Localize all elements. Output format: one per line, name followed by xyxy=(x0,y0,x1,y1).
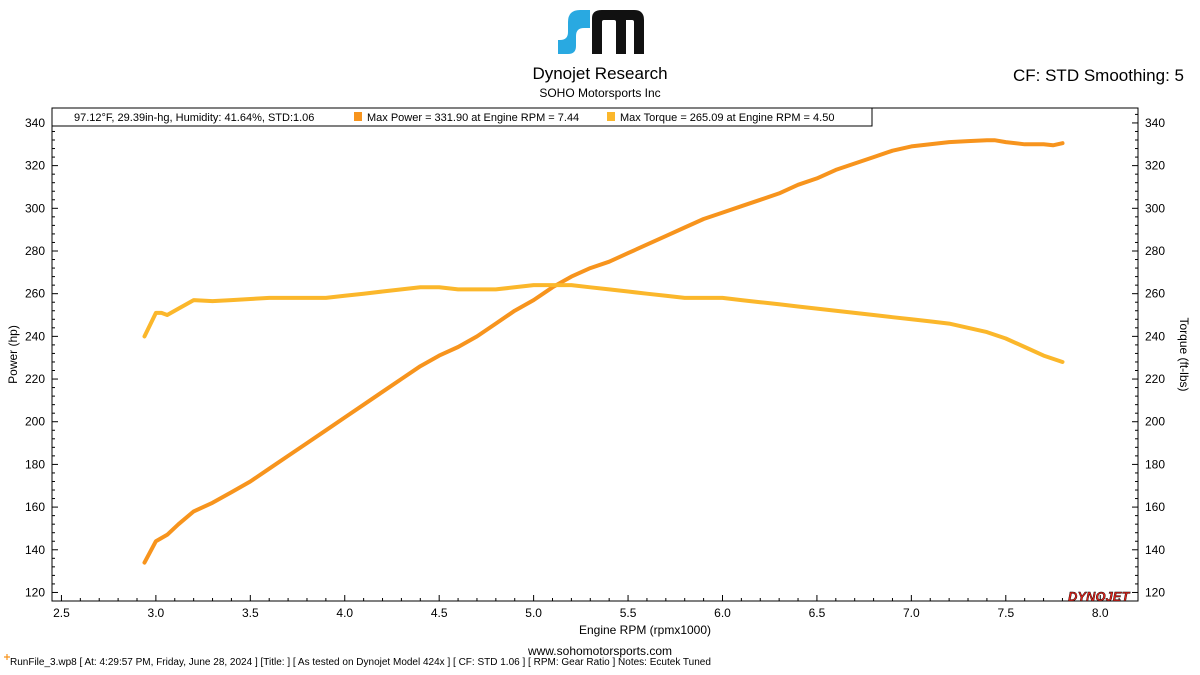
x-tick-label: 2.5 xyxy=(53,606,70,620)
dynojet-brand-text: DYNOJET xyxy=(1068,589,1130,604)
y-left-tick-label: 120 xyxy=(25,585,45,599)
y-left-tick-label: 220 xyxy=(25,372,45,386)
y-right-tick-label: 220 xyxy=(1145,372,1165,386)
company-subtitle: SOHO Motorsports Inc xyxy=(539,86,661,100)
y-left-tick-label: 260 xyxy=(25,287,45,301)
y-right-tick-label: 340 xyxy=(1145,116,1165,130)
legend-power: Max Power = 331.90 at Engine RPM = 7.44 xyxy=(367,112,579,124)
series-line-torque xyxy=(142,283,1065,364)
x-tick-label: 5.5 xyxy=(620,606,637,620)
company-title: Dynojet Research xyxy=(532,64,668,83)
y-right-tick-label: 200 xyxy=(1145,415,1165,429)
y-left-tick-label: 140 xyxy=(25,543,45,557)
run-info-footer: RunFile_3.wp8 [ At: 4:29:57 PM, Friday, … xyxy=(10,657,711,668)
plot-frame xyxy=(51,107,1139,602)
legend-conditions: 97.12°F, 29.39in-hg, Humidity: 41.64%, S… xyxy=(74,112,314,124)
y-left-tick-label: 240 xyxy=(25,329,45,343)
soho-motorsports-logo xyxy=(558,10,644,54)
y-right-tick-label: 160 xyxy=(1145,500,1165,514)
y-right-tick-label: 280 xyxy=(1145,244,1165,258)
legend-box: 97.12°F, 29.39in-hg, Humidity: 41.64%, S… xyxy=(51,107,873,127)
x-tick-label: 4.5 xyxy=(431,606,448,620)
legend-torque-swatch xyxy=(607,112,615,121)
y-right-tick-label: 260 xyxy=(1145,287,1165,301)
x-tick-label: 7.0 xyxy=(903,606,920,620)
correction-factor-label: CF: STD Smoothing: 5 xyxy=(1012,66,1184,85)
logo-m-shape xyxy=(592,10,644,54)
y-right-tick-label: 180 xyxy=(1145,457,1165,471)
axes-layer: 2.5 3.0 3.5 4.0 4.5 5.0 5.5 6.0 6.5 7.0 7.5 8.0 120 1… xyxy=(6,107,1191,637)
x-tick-label: 7.5 xyxy=(997,606,1014,620)
x-tick-label: 3.5 xyxy=(242,606,259,620)
y-left-tick-label: 300 xyxy=(25,201,45,215)
y-axis-title-torque: Torque (ft-lbs) xyxy=(1177,317,1191,391)
x-tick-label: 6.0 xyxy=(714,606,731,620)
dynojet-brand-mark: DYNOJET xyxy=(1068,589,1131,604)
logo-s-shape xyxy=(558,10,590,54)
y-left-tick-label: 280 xyxy=(25,244,45,258)
x-tick-label: 6.5 xyxy=(809,606,826,620)
x-tick-label: 5.0 xyxy=(525,606,542,620)
legend-power-swatch xyxy=(354,112,362,121)
y-left-tick-label: 180 xyxy=(25,457,45,471)
legend-frame xyxy=(51,107,873,127)
legend-torque: Max Torque = 265.09 at Engine RPM = 4.50 xyxy=(620,112,834,124)
x-axis-title: Engine RPM (rpmx1000) xyxy=(579,623,711,637)
y-left-tick-label: 320 xyxy=(25,159,45,173)
x-tick-label: 4.0 xyxy=(336,606,353,620)
y-left-tick-label: 160 xyxy=(25,500,45,514)
y-axis-title-power: Power (hp) xyxy=(6,325,20,384)
website-url: www.sohomotorsports.com xyxy=(527,644,673,658)
x-tick-label: 8.0 xyxy=(1092,606,1109,620)
y-right-tick-label: 300 xyxy=(1145,201,1165,215)
y-right-tick-label: 320 xyxy=(1145,159,1165,173)
series-layer xyxy=(142,138,1065,565)
footer-marker-icon xyxy=(4,654,10,660)
y-right-tick-label: 120 xyxy=(1145,585,1165,599)
x-tick-label: 3.0 xyxy=(148,606,165,620)
y-left-tick-label: 200 xyxy=(25,415,45,429)
y-right-tick-label: 240 xyxy=(1145,329,1165,343)
y-right-tick-label: 140 xyxy=(1145,543,1165,557)
series-line-power xyxy=(142,138,1065,565)
y-left-tick-label: 340 xyxy=(25,116,45,130)
